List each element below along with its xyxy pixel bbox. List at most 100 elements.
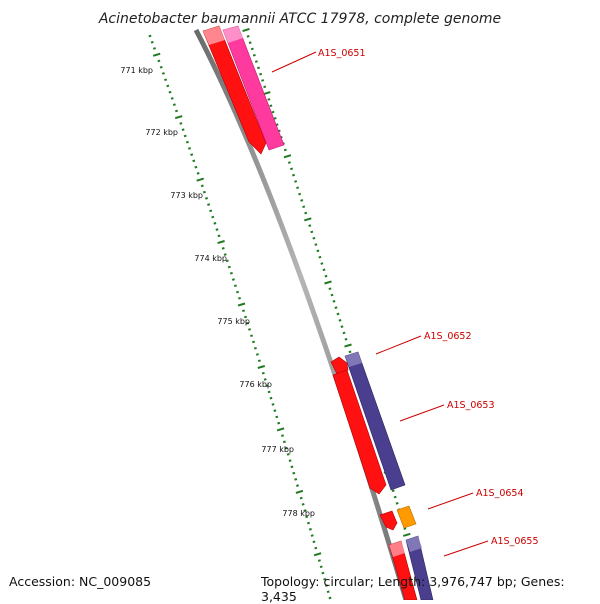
gene-arrow-reverse[interactable] (330, 356, 349, 375)
scale-minor-tick (284, 446, 288, 450)
scale-minor-tick (322, 268, 326, 272)
scale-minor-tick (292, 471, 296, 475)
gene-arrow-forward[interactable] (405, 535, 434, 600)
scale-minor-tick (248, 41, 252, 44)
scale-minor-tick (330, 293, 334, 297)
scale-major-tick (174, 115, 183, 120)
scale-minor-tick (248, 328, 251, 331)
scale-minor-tick (312, 540, 316, 544)
gene-highlight (203, 26, 225, 45)
scale-minor-tick (325, 584, 328, 587)
scale-minor-tick (310, 534, 314, 537)
scale-major-tick (313, 552, 322, 557)
scale-minor-tick (153, 47, 156, 50)
scale-major-tick (283, 154, 292, 159)
scale-major-tick (237, 302, 246, 307)
scale-minor-tick (267, 98, 271, 101)
scale-minor-tick (299, 496, 303, 500)
scale-minor-tick (334, 306, 338, 309)
gene-arrow-reverse[interactable] (332, 369, 387, 495)
accession-text: Accession: NC_009085 (9, 574, 152, 589)
scale-major-tick (403, 532, 411, 537)
scale-minor-tick (308, 528, 312, 531)
scale-minor-tick (179, 122, 183, 125)
scale-major-tick (217, 240, 225, 245)
scale-minor-tick (391, 489, 395, 493)
genome-backbone (193, 28, 409, 600)
scale-minor-tick (246, 321, 249, 325)
gene-label[interactable]: A1S_0654 (476, 488, 524, 499)
scale-minor-tick (252, 53, 256, 57)
scale-minor-tick (168, 90, 172, 94)
scale-minor-tick (246, 35, 250, 38)
gene-label[interactable]: A1S_0651 (318, 48, 366, 59)
gene-highlight (345, 352, 362, 367)
scale-minor-tick (294, 478, 298, 481)
scale-tick-label: 771 kbp (120, 66, 153, 75)
gene-label[interactable]: A1S_0653 (447, 400, 495, 411)
scale-minor-tick (148, 34, 152, 38)
scale-minor-tick (282, 440, 286, 444)
scale-major-tick (242, 27, 250, 33)
gene-leader-lines (271, 51, 489, 557)
scale-minor-tick (252, 340, 255, 344)
gene-arrow-reverse[interactable] (202, 25, 267, 155)
scale-minor-tick (290, 465, 294, 469)
scale-minor-tick (263, 378, 267, 381)
scale-minor-tick (261, 79, 265, 82)
scale-minor-tick (250, 334, 253, 338)
scale-minor-tick (209, 209, 213, 213)
scale-minor-tick (170, 97, 174, 100)
scale-minor-tick (271, 110, 275, 114)
gene-arrow-forward[interactable] (396, 505, 417, 529)
scale-minor-tick (223, 253, 227, 256)
scale-minor-tick (275, 415, 279, 419)
scale-minor-tick (250, 47, 254, 51)
scale-minor-tick (314, 546, 318, 550)
scale-minor-tick (403, 527, 407, 530)
scale-minor-tick (303, 509, 307, 512)
scale-minor-tick (283, 148, 287, 152)
map-title: Acinetobacter baumannii ATCC 17978, comp… (98, 11, 501, 27)
scale-minor-tick (307, 521, 310, 525)
scale-minor-tick (231, 278, 235, 281)
scale-minor-tick (207, 203, 211, 206)
scale-minor-tick (326, 590, 330, 594)
scale-minor-tick (238, 296, 241, 300)
scale-minor-tick (286, 453, 290, 456)
gene-label[interactable]: A1S_0652 (424, 331, 472, 342)
scale-minor-tick (233, 284, 237, 288)
gene-leader-line (443, 540, 489, 557)
scale-minor-tick (277, 421, 281, 425)
scale-major-tick (152, 52, 161, 57)
gene-labels: A1S_0651 A1S_0652 A1S_0653 A1S_0654 A1S_… (318, 48, 539, 547)
scale-minor-tick (164, 78, 168, 82)
scale-minor-tick (338, 319, 342, 322)
scale-minor-tick (320, 262, 324, 265)
scale-tick-label: 776 kbp (239, 380, 272, 389)
scale-minor-tick (348, 350, 352, 354)
scale-major-tick (196, 177, 204, 182)
scale-minor-tick (227, 265, 231, 269)
scale-minor-tick (324, 274, 328, 278)
scale-minor-tick (301, 503, 305, 506)
scale-minor-tick (321, 571, 325, 575)
scale-minor-tick (332, 300, 336, 303)
scale-tick-label: 777 kbp (261, 445, 294, 454)
gene-leader-line (427, 492, 474, 510)
scale-minor-tick (336, 312, 340, 316)
gene-highlight (406, 536, 422, 552)
scale-minor-tick (281, 434, 284, 437)
gene-highlight (223, 26, 243, 43)
scale-minor-tick (316, 249, 320, 253)
gene-label[interactable]: A1S_0655 (491, 536, 539, 547)
scale-major-tick (276, 427, 285, 432)
scale-minor-tick (255, 353, 259, 356)
gene-highlight (389, 541, 405, 557)
scale-minor-tick (323, 577, 327, 581)
scale-minor-tick (342, 331, 346, 335)
gene-arrow-reverse[interactable] (379, 510, 398, 531)
scale-minor-tick (242, 309, 245, 313)
scale-tick-label: 774 kbp (194, 254, 227, 263)
scale-minor-tick (150, 40, 154, 44)
